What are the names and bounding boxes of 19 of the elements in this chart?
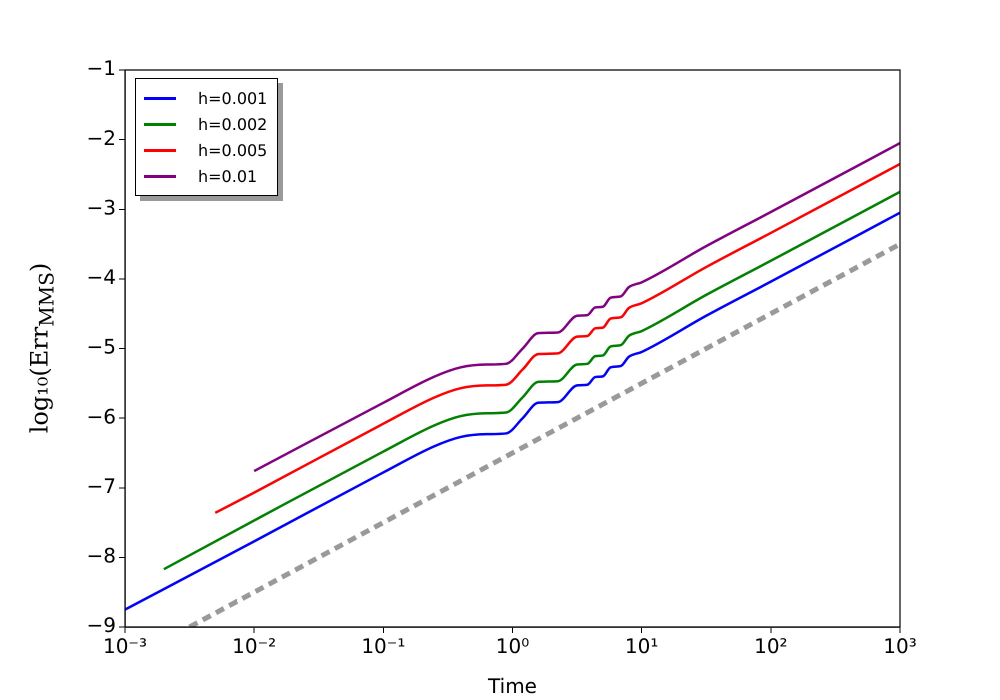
y-tick-label: −2 [86, 126, 116, 150]
y-tick-label: −6 [86, 404, 116, 428]
y-tick-label: −3 [86, 195, 116, 220]
x-tick-label: 10⁻¹ [361, 634, 406, 658]
x-tick-label: 10³ [883, 634, 917, 658]
legend-label: h=0.005 [198, 140, 268, 160]
y-tick-label: −7 [86, 474, 116, 498]
y-tick-label: −1 [86, 56, 116, 80]
x-tick-label: 10⁻² [232, 634, 276, 658]
legend-label: h=0.001 [198, 88, 268, 108]
x-axis-title: Time [487, 674, 537, 698]
y-tick-label: −5 [86, 334, 116, 359]
x-tick-label: 10¹ [624, 634, 658, 658]
y-tick-label: −4 [86, 265, 116, 290]
legend-label: h=0.002 [198, 114, 268, 134]
x-tick-label: 10² [754, 634, 788, 658]
y-tick-label: −8 [86, 544, 116, 568]
x-tick-label: 10⁰ [496, 634, 530, 658]
legend-label: h=0.01 [198, 166, 258, 186]
